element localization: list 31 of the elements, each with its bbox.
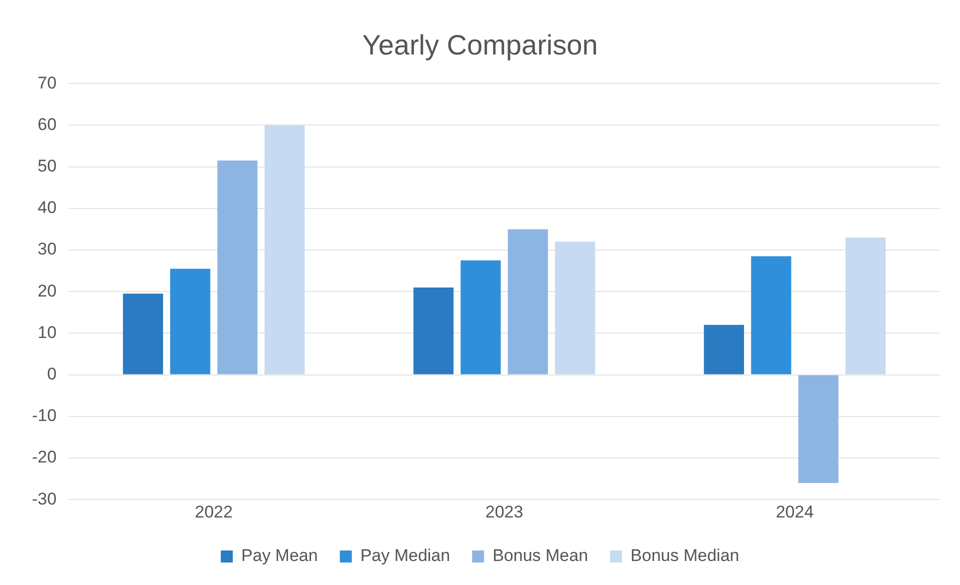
x-tick-label: 2024 — [776, 502, 814, 522]
legend-label: Pay Mean — [241, 546, 318, 566]
y-tick-label: 30 — [38, 240, 57, 259]
legend-label: Bonus Median — [630, 546, 740, 566]
y-tick-label: 10 — [38, 322, 57, 342]
x-tick-label: 2022 — [194, 502, 233, 522]
bar — [264, 125, 305, 374]
y-tick-label: 0 — [47, 364, 57, 384]
bar — [555, 242, 596, 374]
legend-label: Pay Median — [360, 546, 450, 566]
y-tick-label: 50 — [38, 156, 57, 176]
y-tick-label: 40 — [38, 198, 57, 218]
bar — [751, 256, 792, 374]
y-tick-label: -10 — [32, 406, 57, 426]
bar — [122, 294, 164, 374]
bar — [846, 238, 886, 374]
bar — [170, 268, 210, 374]
bar — [798, 375, 838, 483]
bar — [413, 287, 454, 374]
x-tick-label: 2023 — [485, 502, 524, 522]
chart-title: Yearly Comparison — [362, 30, 598, 61]
y-tick-label: 70 — [38, 73, 57, 92]
bar — [460, 260, 501, 374]
y-tick-label: -30 — [32, 489, 57, 508]
y-tick-label: 20 — [38, 281, 57, 300]
bar — [217, 160, 258, 374]
bar — [508, 229, 548, 374]
y-tick-label: -20 — [32, 448, 57, 467]
legend-label: Bonus Mean — [492, 546, 588, 566]
bar — [704, 324, 744, 374]
y-tick-label: 60 — [38, 114, 57, 134]
